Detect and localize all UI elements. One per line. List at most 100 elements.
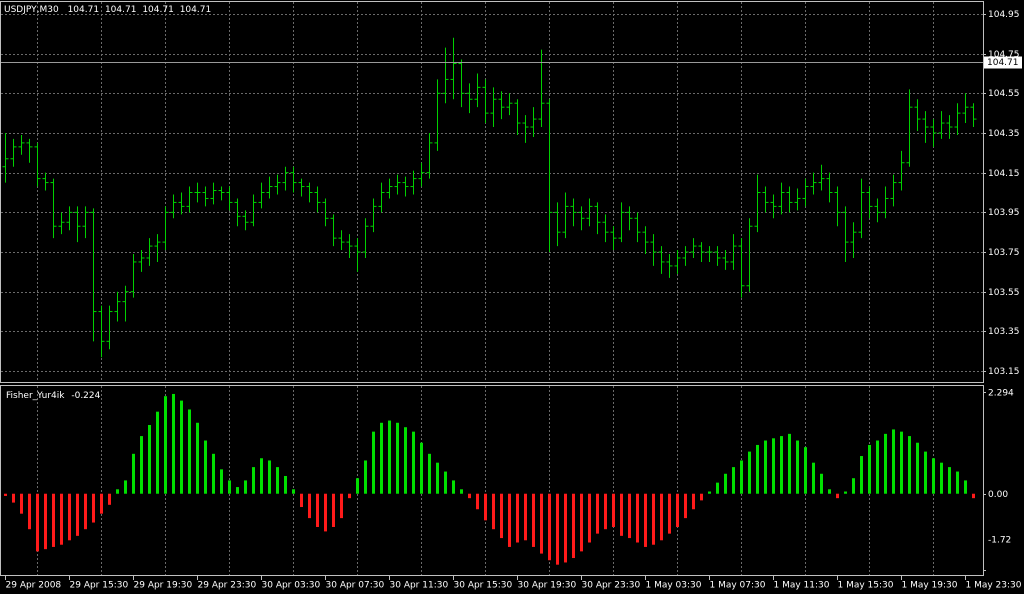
histogram-bar [484, 493, 487, 521]
histogram-bar [684, 493, 687, 519]
price-label-box [984, 56, 1022, 69]
histogram-bar [796, 440, 799, 494]
histogram-bar [588, 493, 591, 543]
histogram-bar [172, 393, 175, 494]
y-tick-label: 103.55 [988, 288, 1020, 298]
histogram-bar [532, 493, 535, 547]
histogram-bar [244, 480, 247, 494]
histogram-bar [76, 493, 79, 536]
histogram-bar [804, 447, 807, 494]
histogram-bar [668, 493, 671, 534]
x-tick-label: 30 Apr 19:30 [518, 581, 577, 591]
histogram-bar [164, 396, 167, 494]
histogram-bar [180, 400, 183, 494]
histogram-bar [820, 473, 823, 494]
histogram-bar [308, 493, 311, 519]
histogram-bar [884, 433, 887, 494]
histogram-bar [212, 453, 215, 494]
histogram-bar [204, 440, 207, 494]
y-tick-label: -1.72 [988, 536, 1011, 546]
histogram-bar [900, 431, 903, 494]
x-tick-label: 29 Apr 2008 [6, 581, 62, 591]
x-tick-label: 1 May 11:30 [774, 581, 830, 591]
histogram-bar [708, 491, 711, 494]
indicator-name: Fisher_Yur4ik [6, 391, 65, 401]
indicator-value: -0.224 [71, 391, 100, 401]
histogram-bar [700, 493, 703, 501]
histogram-bar [836, 493, 839, 499]
histogram-bar [548, 493, 551, 561]
indicator-header: Fisher_Yur4ik -0.224 [6, 391, 101, 401]
histogram-bar [908, 436, 911, 494]
y-tick-label: 103.75 [988, 248, 1020, 258]
x-tick-label: 1 May 15:30 [838, 581, 894, 591]
histogram-bar [940, 462, 943, 494]
histogram-bar [396, 422, 399, 494]
histogram-bar [324, 493, 327, 532]
histogram-bar [348, 493, 351, 499]
y-tick-label: 103.95 [988, 208, 1020, 218]
histogram-bar [932, 458, 935, 494]
histogram-bar [292, 489, 295, 494]
histogram-bar [148, 424, 151, 494]
histogram-bar [332, 493, 335, 527]
histogram-bar [28, 493, 31, 530]
histogram-bar [604, 493, 607, 530]
histogram-bar [692, 493, 695, 510]
histogram-bar [316, 493, 319, 527]
symbol: USDJPY,M30 [4, 5, 59, 15]
histogram-bar [460, 489, 463, 494]
histogram-bar [444, 471, 447, 494]
histogram-bar [20, 493, 23, 514]
histogram-bar [68, 493, 71, 541]
histogram-bar [236, 487, 239, 494]
histogram-bar [140, 436, 143, 494]
x-tick-label: 30 Apr 11:30 [390, 581, 449, 591]
y-tick-label: 103.15 [988, 367, 1020, 377]
histogram-bar [916, 442, 919, 494]
histogram-bar [956, 471, 959, 494]
histogram-bar [852, 478, 855, 494]
histogram-bar [924, 451, 927, 494]
histogram-bar [404, 427, 407, 494]
histogram-bar [676, 493, 679, 527]
histogram-bar [252, 467, 255, 494]
indicator-pane [0, 385, 984, 576]
histogram-bar [356, 478, 359, 494]
histogram-bar [436, 462, 439, 494]
y-tick-label: 104.35 [988, 129, 1020, 139]
histogram-bar [540, 493, 543, 554]
quote-low: 104.71 [142, 5, 174, 15]
histogram-bar [36, 493, 39, 552]
histogram-bar [844, 491, 847, 494]
x-tick-label: 1 May 19:30 [902, 581, 958, 591]
histogram-bar [116, 489, 119, 494]
histogram-bar [476, 493, 479, 510]
histogram-bar [452, 480, 455, 494]
histogram-bar [300, 493, 303, 508]
histogram-bar [732, 467, 735, 494]
price-pane [0, 1, 984, 383]
histogram-bar [516, 493, 519, 543]
histogram-bar [788, 433, 791, 494]
quote-high: 104.71 [105, 5, 137, 15]
histogram-bar [372, 431, 375, 494]
histogram-bar [468, 493, 471, 499]
histogram-bar [92, 493, 95, 523]
histogram-bar [812, 462, 815, 494]
histogram-bar [780, 436, 783, 494]
histogram-bar [556, 493, 559, 565]
x-tick-label: 30 Apr 03:30 [262, 581, 321, 591]
histogram-bar [420, 442, 423, 494]
histogram-bar [492, 493, 495, 530]
histogram-bar [868, 444, 871, 494]
histogram-bar [660, 493, 663, 541]
histogram-bar [620, 493, 623, 536]
histogram-bar [228, 480, 231, 494]
histogram-bar [108, 493, 111, 505]
histogram-bar [972, 493, 975, 499]
grid [1, 2, 983, 575]
y-tick-label: 104.95 [988, 10, 1020, 20]
